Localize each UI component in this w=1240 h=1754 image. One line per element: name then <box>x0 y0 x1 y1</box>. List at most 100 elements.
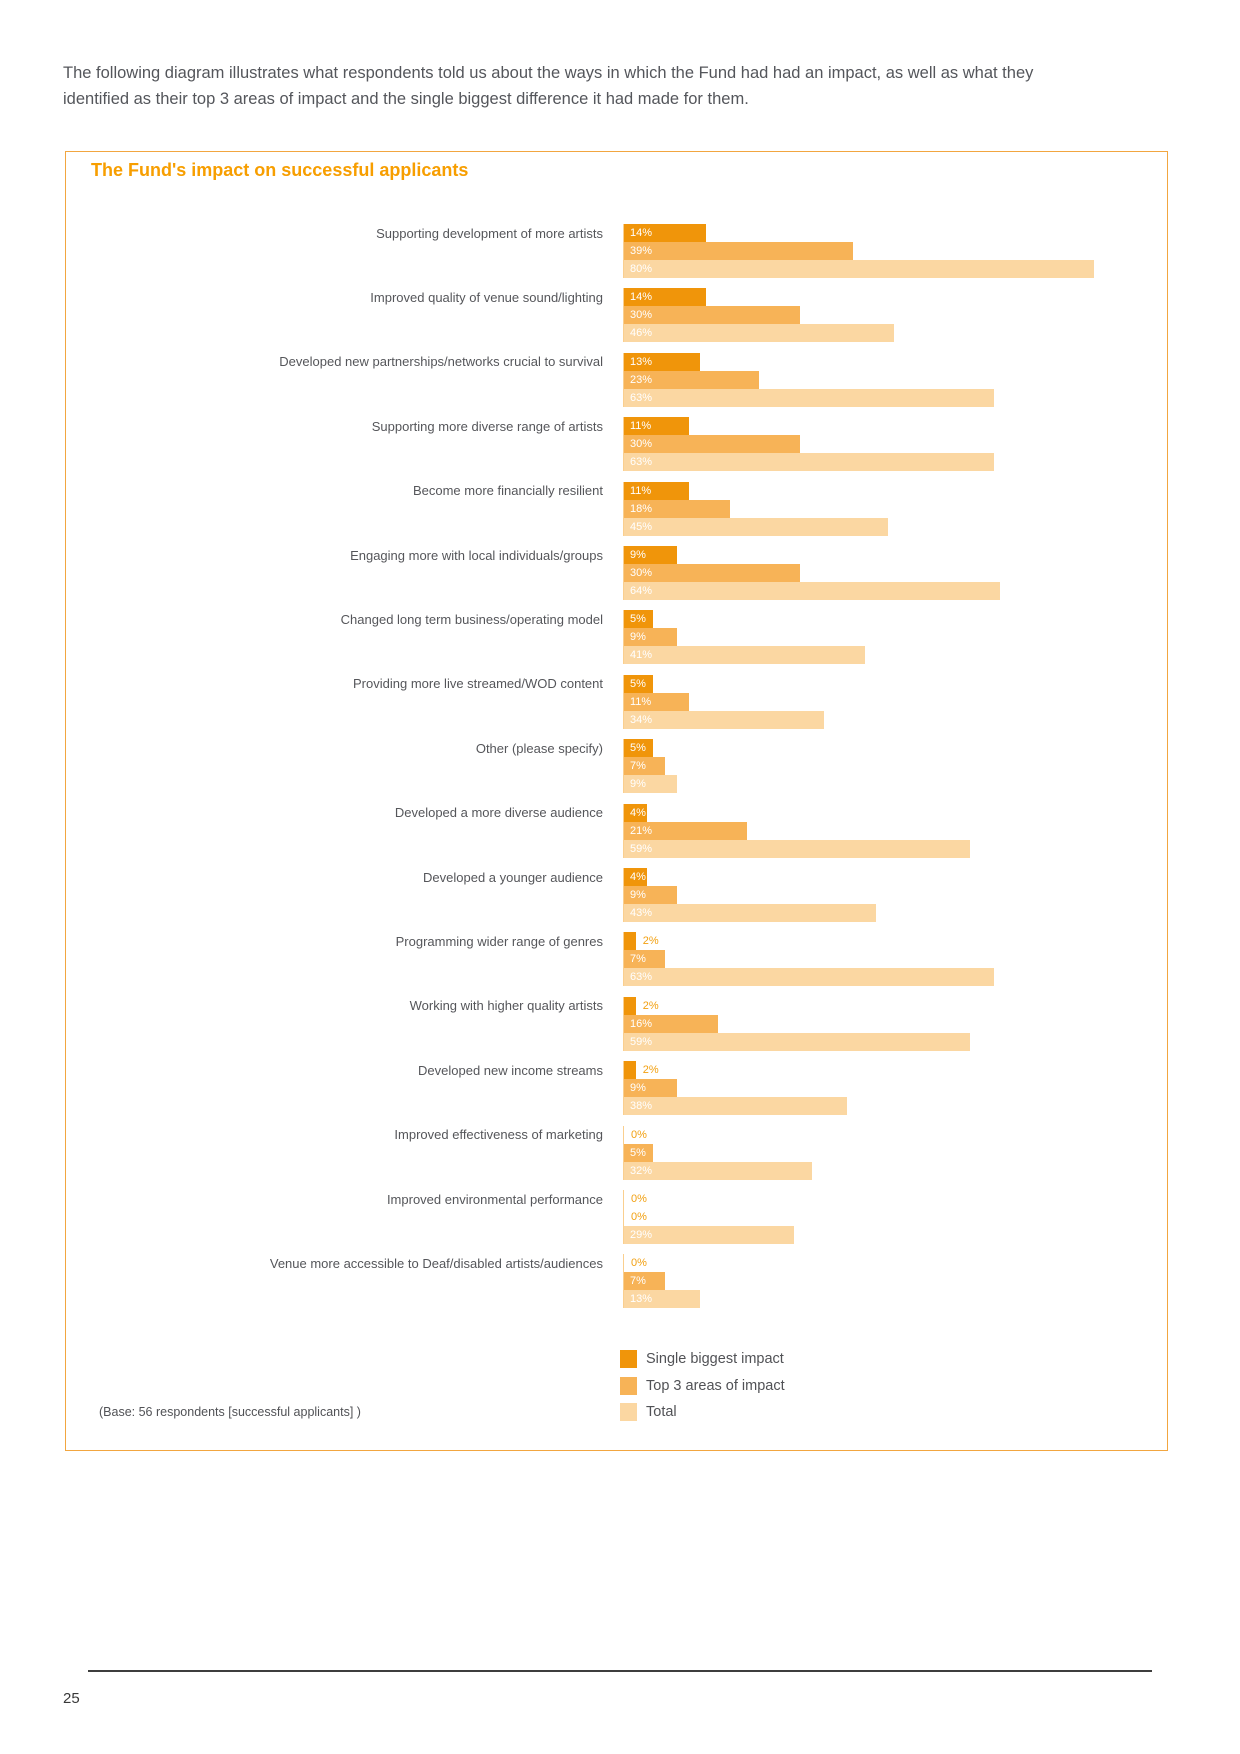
bar-top-3-areas-of-impact <box>624 564 801 582</box>
chart-row: Developed a more diverse audience 4% 21% 59… <box>66 803 1166 858</box>
bar-total <box>624 582 1000 600</box>
bar-value-label: 5% <box>630 1146 646 1159</box>
bar-total <box>624 1226 795 1244</box>
bar-total <box>624 1032 971 1051</box>
bar-total <box>624 388 994 407</box>
bar-group: 11% 30% 63% <box>623 417 1166 472</box>
bar-value-label: 30% <box>630 567 653 579</box>
bar-top-3-areas-of-impact <box>624 628 677 647</box>
bar-group: 5% 9% 41% <box>623 610 1166 665</box>
bar-single-biggest-impact <box>624 1061 636 1080</box>
bar-top-3-areas-of-impact <box>624 1079 677 1098</box>
category-label: Venue more accessible to Deaf/disabled a… <box>269 1255 603 1271</box>
bar-value-label: 9% <box>630 631 646 644</box>
category-label: Supporting development of more artists <box>376 225 603 241</box>
category-label: Become more financially resilient <box>412 483 603 499</box>
bar-total <box>624 324 895 343</box>
legend-label: Total <box>646 1404 677 1420</box>
bar-value-label: 9% <box>630 549 646 561</box>
category-label: Working with higher quality artists <box>409 998 603 1014</box>
bar-value-label: 11% <box>630 695 652 708</box>
bar-value-label: 59% <box>630 842 653 855</box>
chart-row: Programming wider range of genres 2% 7% 63% <box>66 932 1166 987</box>
bar-single-biggest-impact <box>624 739 654 758</box>
bar-value-label: 5% <box>630 677 646 690</box>
legend-swatch-single-biggest-impact <box>620 1350 637 1368</box>
bar-total <box>624 839 971 858</box>
chart-row: Supporting development of more artists 14… <box>66 224 1166 278</box>
bar-value-label: 13% <box>630 1293 653 1306</box>
bar-value-label: 14% <box>630 291 653 304</box>
bar-value-label: 9% <box>630 1082 646 1095</box>
bar-single-biggest-impact <box>624 417 689 436</box>
bar-top-3-areas-of-impact <box>624 370 759 389</box>
category-label: Engaging more with local individuals/gro… <box>350 547 603 563</box>
chart-row: Improved environmental performance 0% 0% 29… <box>66 1190 1166 1244</box>
bar-group: 0% 0% 29% <box>623 1190 1166 1244</box>
bar-value-label: 23% <box>630 373 653 386</box>
bar-value-label: 45% <box>630 520 653 533</box>
chart-row: Supporting more diverse range of artists… <box>66 417 1166 472</box>
bar-top-3-areas-of-impact <box>624 1014 718 1033</box>
bar-top-3-areas-of-impact <box>624 306 801 325</box>
bar-value-label: 2% <box>642 935 659 948</box>
bar-group: 5% 7% 9% <box>623 739 1166 794</box>
chart-title: The Fund's impact on successful applican… <box>91 160 469 180</box>
bar-value-label: 80% <box>630 263 653 275</box>
bar-value-label: 0% <box>631 1193 647 1205</box>
bar-total <box>624 1290 701 1309</box>
bar-value-label: 0% <box>631 1211 647 1223</box>
bar-value-label: 0% <box>631 1128 647 1141</box>
base-note: (Base: 56 respondents [successful applic… <box>99 1405 361 1419</box>
chart-row: Become more financially resilient 11% 18% 4… <box>66 481 1166 536</box>
bar-top-3-areas-of-impact <box>624 692 689 711</box>
chart-panel: The Fund's impact on successful applican… <box>65 151 1168 1451</box>
bar-single-biggest-impact <box>624 352 701 371</box>
bar-single-biggest-impact <box>624 288 707 307</box>
bar-single-biggest-impact <box>624 996 636 1015</box>
bar-value-label: 63% <box>630 456 653 469</box>
bar-single-biggest-impact <box>624 868 648 886</box>
bar-total <box>624 968 994 987</box>
bar-group: 4% 9% 43% <box>623 868 1166 922</box>
bar-value-label: 7% <box>630 760 646 773</box>
footer-divider <box>88 1670 1152 1672</box>
bar-group: 14% 39% 80% <box>623 224 1166 278</box>
bar-group: 14% 30% 46% <box>623 288 1166 343</box>
bar-single-biggest-impact <box>624 803 648 822</box>
bar-single-biggest-impact <box>624 481 689 500</box>
bar-top-3-areas-of-impact <box>624 821 748 840</box>
bar-value-label: 11% <box>630 420 652 433</box>
bar-value-label: 64% <box>630 585 653 597</box>
bar-group: 2% 7% 63% <box>623 932 1166 987</box>
bar-single-biggest-impact <box>624 932 636 951</box>
chart-row: Venue more accessible to Deaf/disabled a… <box>66 1254 1166 1309</box>
bar-total <box>624 1097 848 1116</box>
bar-group: 13% 23% 63% <box>623 352 1166 407</box>
legend-label: Single biggest impact <box>646 1351 784 1367</box>
bar-single-biggest-impact <box>624 610 654 629</box>
bar-value-label: 7% <box>630 1275 646 1288</box>
bar-top-3-areas-of-impact <box>624 242 853 260</box>
bar-value-label: 41% <box>630 649 653 662</box>
category-label: Supporting more diverse range of artists <box>371 418 603 434</box>
bar-value-label: 5% <box>630 742 646 755</box>
category-label: Changed long term business/operating mod… <box>340 611 603 627</box>
bar-single-biggest-impact <box>624 674 654 693</box>
bar-group: 2% 16% 59% <box>623 996 1166 1051</box>
bar-total <box>624 517 889 536</box>
bar-value-label: 30% <box>630 309 653 322</box>
bar-total <box>624 710 824 729</box>
bar-value-label: 9% <box>630 778 646 791</box>
bar-value-label: 11% <box>630 484 652 497</box>
bar-group: 0% 5% 32% <box>623 1125 1166 1180</box>
bar-value-label: 39% <box>630 245 653 257</box>
bar-value-label: 14% <box>630 227 653 239</box>
category-label: Improved quality of venue sound/lighting <box>370 289 603 305</box>
bar-group: 5% 11% 34% <box>623 674 1166 729</box>
bar-value-label: 30% <box>630 438 653 451</box>
bar-top-3-areas-of-impact <box>624 499 730 518</box>
page-number: 25 <box>63 1690 80 1707</box>
bar-top-3-areas-of-impact <box>624 435 801 454</box>
